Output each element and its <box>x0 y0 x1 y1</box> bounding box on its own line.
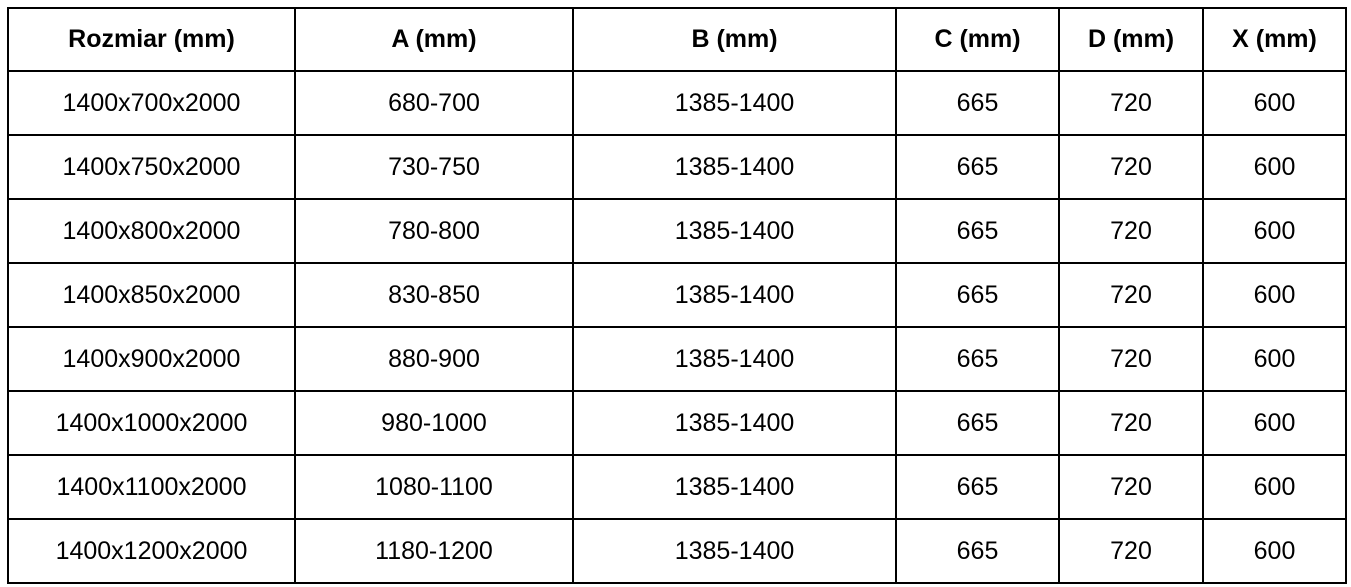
table-cell: 1400x1200x2000 <box>7 518 296 584</box>
table-cell: 720 <box>1058 326 1204 392</box>
table-cell: 665 <box>895 70 1060 136</box>
table-row: 1400x900x2000 880-900 1385-1400 665 720 600 <box>7 326 1347 392</box>
table-cell: 1400x1100x2000 <box>7 454 296 520</box>
table-cell: 1400x800x2000 <box>7 198 296 264</box>
table-cell: 1400x750x2000 <box>7 134 296 200</box>
table-cell: 1400x1000x2000 <box>7 390 296 456</box>
table-cell: 1400x850x2000 <box>7 262 296 328</box>
table-cell: 720 <box>1058 134 1204 200</box>
table-cell: 1400x700x2000 <box>7 70 296 136</box>
table-row: 1400x1000x2000 980-1000 1385-1400 665 720 600 <box>7 390 1347 456</box>
table-cell: 1385-1400 <box>572 262 897 328</box>
table-cell: 720 <box>1058 198 1204 264</box>
table-cell: 1080-1100 <box>294 454 574 520</box>
table-cell: 600 <box>1202 518 1347 584</box>
table-row: 1400x1100x2000 1080-1100 1385-1400 665 720 60… <box>7 454 1347 520</box>
table-cell: 780-800 <box>294 198 574 264</box>
table-row: 1400x800x2000 780-800 1385-1400 665 720 600 <box>7 198 1347 264</box>
table-cell: 665 <box>895 326 1060 392</box>
table-cell: 600 <box>1202 198 1347 264</box>
table-cell: 720 <box>1058 454 1204 520</box>
table-cell: 600 <box>1202 390 1347 456</box>
table-cell: 720 <box>1058 518 1204 584</box>
column-header: X (mm) <box>1202 7 1347 72</box>
table-cell: 1385-1400 <box>572 70 897 136</box>
table-row: 1400x750x2000 730-750 1385-1400 665 720 600 <box>7 134 1347 200</box>
table-cell: 600 <box>1202 454 1347 520</box>
table-cell: 880-900 <box>294 326 574 392</box>
table-cell: 720 <box>1058 390 1204 456</box>
table-cell: 665 <box>895 198 1060 264</box>
table-cell: 600 <box>1202 262 1347 328</box>
column-header: C (mm) <box>895 7 1060 72</box>
table-cell: 665 <box>895 518 1060 584</box>
dimensions-table: Rozmiar (mm) A (mm) B (mm) C (mm) D (mm) X (m… <box>7 7 1347 584</box>
table-row: 1400x850x2000 830-850 1385-1400 665 720 600 <box>7 262 1347 328</box>
table-row: 1400x1200x2000 1180-1200 1385-1400 665 720 60… <box>7 518 1347 584</box>
table-cell: 1385-1400 <box>572 134 897 200</box>
table-cell: 1400x900x2000 <box>7 326 296 392</box>
table-cell: 665 <box>895 390 1060 456</box>
header-row: Rozmiar (mm) A (mm) B (mm) C (mm) D (mm) X (m… <box>7 7 1347 72</box>
table-cell: 1385-1400 <box>572 454 897 520</box>
column-header: A (mm) <box>294 7 574 72</box>
table-cell: 600 <box>1202 326 1347 392</box>
table-cell: 1385-1400 <box>572 518 897 584</box>
table-cell: 1180-1200 <box>294 518 574 584</box>
table-cell: 665 <box>895 454 1060 520</box>
table-cell: 720 <box>1058 70 1204 136</box>
column-header: B (mm) <box>572 7 897 72</box>
table-cell: 680-700 <box>294 70 574 136</box>
table-cell: 600 <box>1202 70 1347 136</box>
table-cell: 1385-1400 <box>572 326 897 392</box>
table-cell: 730-750 <box>294 134 574 200</box>
table-cell: 720 <box>1058 262 1204 328</box>
table-cell: 1385-1400 <box>572 390 897 456</box>
table-cell: 830-850 <box>294 262 574 328</box>
table-row: 1400x700x2000 680-700 1385-1400 665 720 600 <box>7 70 1347 136</box>
table-cell: 1385-1400 <box>572 198 897 264</box>
table-cell: 980-1000 <box>294 390 574 456</box>
table-cell: 665 <box>895 262 1060 328</box>
column-header: Rozmiar (mm) <box>7 7 296 72</box>
column-header: D (mm) <box>1058 7 1204 72</box>
table-cell: 600 <box>1202 134 1347 200</box>
table-cell: 665 <box>895 134 1060 200</box>
